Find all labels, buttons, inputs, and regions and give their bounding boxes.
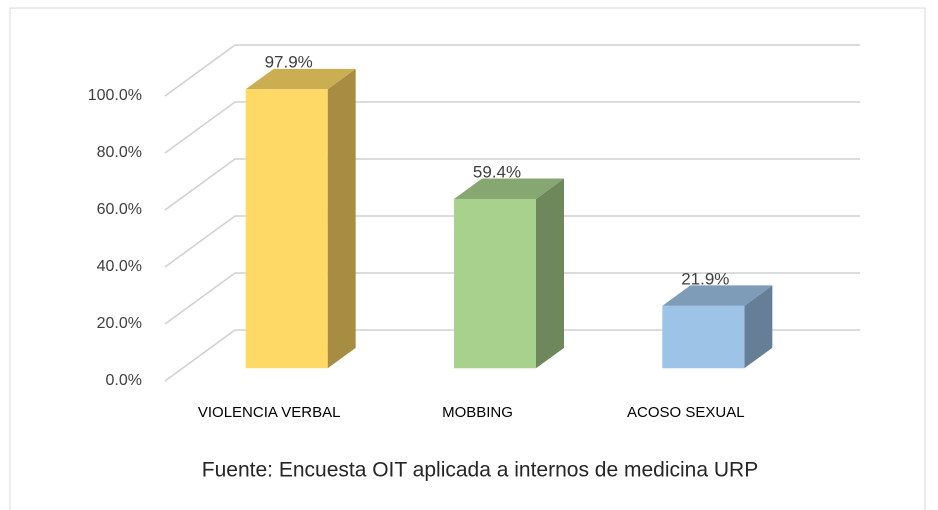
bar-top xyxy=(662,285,773,306)
y-tick-label: 100.0% xyxy=(88,87,142,104)
bar-side xyxy=(536,178,564,369)
x-tick-label: MOBBING xyxy=(442,404,513,421)
grid-line xyxy=(164,329,860,382)
y-tick-label: 40.0% xyxy=(97,258,142,275)
data-label: 97.9% xyxy=(265,53,313,72)
x-tick-label: ACOSO SEXUAL xyxy=(627,404,745,421)
grid-line xyxy=(164,158,860,211)
bar-top xyxy=(454,178,564,199)
grid-line xyxy=(164,215,860,268)
caption: Fuente: Encuesta OIT aplicada a internos… xyxy=(202,459,758,482)
x-tick-label: VIOLENCIA VERBAL xyxy=(198,404,341,421)
y-tick-label: 0.0% xyxy=(106,372,142,389)
data-label: 21.9% xyxy=(681,269,729,288)
bar-top xyxy=(245,68,356,90)
bar-side xyxy=(327,68,356,369)
bar xyxy=(454,198,536,369)
grid-line xyxy=(164,44,860,97)
bar xyxy=(662,305,745,369)
bar xyxy=(245,89,328,369)
y-tick-label: 60.0% xyxy=(97,201,142,218)
bar-side xyxy=(744,285,773,369)
grid-line xyxy=(164,101,860,154)
chart-border xyxy=(9,7,926,510)
grid-line xyxy=(164,272,860,325)
y-tick-label: 20.0% xyxy=(97,315,142,332)
data-label: 59.4% xyxy=(473,162,521,181)
y-tick-label: 80.0% xyxy=(97,144,142,161)
